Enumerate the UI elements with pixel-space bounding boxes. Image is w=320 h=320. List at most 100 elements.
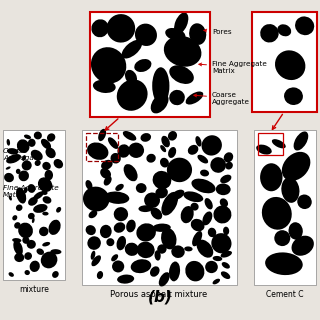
Ellipse shape (181, 206, 194, 223)
Ellipse shape (297, 195, 312, 209)
Ellipse shape (151, 208, 162, 220)
Ellipse shape (24, 187, 28, 193)
Ellipse shape (12, 238, 21, 243)
Ellipse shape (222, 262, 230, 268)
Ellipse shape (139, 205, 152, 212)
Ellipse shape (213, 256, 222, 261)
Ellipse shape (97, 271, 103, 279)
Ellipse shape (34, 132, 42, 140)
Bar (3, 130, 65, 280)
Ellipse shape (41, 139, 51, 149)
Ellipse shape (213, 205, 231, 223)
Ellipse shape (6, 154, 21, 164)
Ellipse shape (28, 197, 38, 206)
Ellipse shape (292, 236, 314, 256)
Ellipse shape (124, 164, 138, 181)
Ellipse shape (92, 255, 101, 266)
Ellipse shape (202, 212, 212, 225)
Ellipse shape (223, 227, 229, 235)
Ellipse shape (260, 24, 279, 43)
Ellipse shape (152, 224, 171, 232)
Ellipse shape (151, 93, 169, 113)
Ellipse shape (191, 179, 216, 193)
Ellipse shape (24, 135, 31, 139)
Ellipse shape (284, 87, 303, 105)
Ellipse shape (47, 133, 55, 142)
Ellipse shape (272, 139, 286, 148)
Ellipse shape (22, 237, 29, 244)
Ellipse shape (131, 259, 151, 273)
Ellipse shape (42, 212, 49, 215)
Ellipse shape (116, 236, 126, 250)
Bar (90, 12, 210, 117)
Ellipse shape (136, 223, 156, 242)
Ellipse shape (31, 150, 43, 161)
Ellipse shape (41, 190, 48, 195)
Ellipse shape (117, 144, 130, 158)
Ellipse shape (212, 279, 220, 284)
Ellipse shape (6, 166, 11, 170)
Ellipse shape (146, 154, 156, 163)
Ellipse shape (260, 163, 283, 191)
Ellipse shape (36, 248, 44, 255)
Bar (86, 133, 118, 161)
Ellipse shape (14, 222, 21, 229)
Ellipse shape (17, 139, 29, 153)
Text: mixture: mixture (19, 285, 49, 294)
Ellipse shape (92, 19, 109, 37)
Bar (82, 130, 237, 285)
Ellipse shape (205, 261, 218, 273)
Ellipse shape (45, 148, 56, 158)
Ellipse shape (110, 153, 121, 164)
Ellipse shape (126, 220, 136, 232)
Ellipse shape (208, 228, 216, 237)
Ellipse shape (108, 137, 118, 149)
Ellipse shape (33, 204, 47, 213)
Ellipse shape (277, 24, 291, 36)
Ellipse shape (7, 148, 19, 155)
Ellipse shape (169, 261, 180, 281)
Ellipse shape (160, 158, 169, 168)
Text: Coarse
Aggregate: Coarse Aggregate (3, 148, 41, 161)
Ellipse shape (153, 171, 171, 189)
Ellipse shape (216, 183, 231, 195)
Ellipse shape (111, 254, 118, 261)
Ellipse shape (7, 139, 10, 146)
Ellipse shape (13, 240, 23, 255)
Ellipse shape (140, 133, 151, 142)
Ellipse shape (22, 155, 26, 161)
Ellipse shape (134, 59, 151, 72)
Ellipse shape (186, 92, 203, 105)
Ellipse shape (44, 170, 53, 180)
Ellipse shape (117, 79, 148, 111)
Ellipse shape (22, 160, 32, 171)
Ellipse shape (18, 223, 33, 238)
Ellipse shape (174, 12, 188, 34)
Ellipse shape (33, 191, 44, 200)
Ellipse shape (16, 187, 26, 204)
Ellipse shape (91, 251, 95, 260)
Ellipse shape (220, 198, 228, 207)
Ellipse shape (54, 159, 63, 168)
Ellipse shape (221, 271, 230, 279)
Ellipse shape (161, 136, 170, 147)
Ellipse shape (191, 219, 204, 231)
Ellipse shape (42, 162, 51, 170)
Ellipse shape (185, 261, 204, 281)
Ellipse shape (190, 203, 199, 211)
Ellipse shape (169, 90, 185, 105)
Ellipse shape (164, 36, 201, 67)
Ellipse shape (204, 198, 213, 209)
Ellipse shape (159, 272, 170, 286)
Ellipse shape (27, 240, 36, 249)
Ellipse shape (289, 222, 303, 240)
Text: Fine Aggregate
Matrix: Fine Aggregate Matrix (199, 60, 267, 74)
Ellipse shape (83, 187, 109, 212)
Ellipse shape (282, 152, 310, 181)
Ellipse shape (32, 218, 35, 223)
Ellipse shape (4, 173, 14, 182)
Ellipse shape (112, 260, 124, 272)
Ellipse shape (24, 252, 32, 260)
Ellipse shape (220, 251, 232, 258)
Ellipse shape (19, 171, 29, 181)
